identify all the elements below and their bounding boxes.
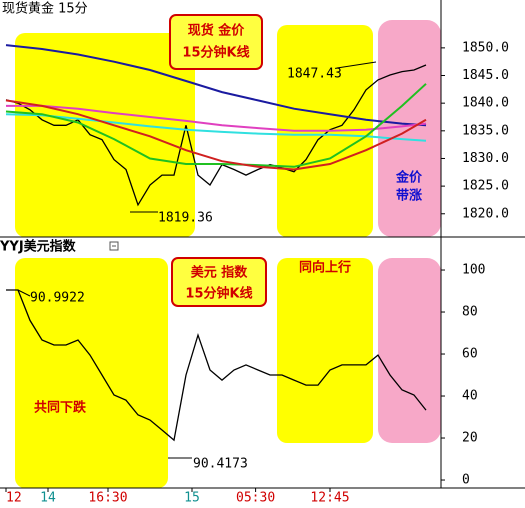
y-tick-label: 60 (462, 347, 478, 362)
series-line (5, 64, 427, 207)
panel-title: YYJ美元指数 (0, 239, 77, 255)
y-tick-label: 1840.0 (462, 96, 509, 111)
y-tick-label: 80 (462, 305, 478, 320)
highlight-region (378, 258, 441, 443)
highlight-region (277, 258, 373, 443)
callout-line (17, 289, 31, 297)
series-line (5, 83, 427, 168)
y-tick-label: 1830.0 (462, 151, 509, 166)
y-tick-label: 20 (462, 431, 478, 446)
collapse-icon[interactable] (109, 241, 119, 251)
annotation: 美元 指数 (191, 265, 249, 281)
series-line (6, 289, 427, 442)
annotation: 同向上行 (299, 260, 351, 276)
annotation: 90.9922 (30, 291, 85, 306)
highlight-region (15, 258, 168, 488)
y-tick-label: 40 (462, 389, 478, 404)
x-tick-label: 16:30 (88, 491, 127, 506)
annotation: 共同下跌 (34, 400, 87, 416)
series-line (6, 104, 427, 132)
x-tick-label: 14 (40, 491, 56, 506)
y-tick-label: 1835.0 (462, 123, 509, 138)
label-box (171, 257, 267, 307)
series-line (5, 99, 427, 171)
annotation: 1819.36 (158, 211, 213, 226)
callout-line (336, 61, 377, 69)
y-tick-label: 1845.0 (462, 68, 509, 83)
x-tick-label: 12:45 (310, 491, 349, 506)
annotation: 现货 金价 (188, 23, 246, 39)
chart-title: 现货黄金 15分 (2, 1, 88, 17)
x-tick-label: 12 (6, 491, 22, 506)
annotation: 90.4173 (193, 457, 248, 472)
plot-area (5, 44, 427, 442)
y-tick-label: 1825.0 (462, 179, 509, 194)
label-box (169, 14, 263, 70)
y-tick-label: 1850.0 (462, 40, 509, 55)
annotation: 15分钟K线 (182, 45, 249, 61)
annotation: 15分钟K线 (185, 286, 252, 302)
series-line (5, 44, 427, 127)
y-tick-label: 0 (462, 473, 470, 488)
y-tick-label: 1820.0 (462, 206, 509, 221)
y-tick-label: 100 (462, 263, 485, 278)
annotation: 带涨 (396, 188, 422, 204)
annotation: 1847.43 (287, 67, 342, 82)
x-tick-label: 05:30 (236, 491, 275, 506)
annotation: 金价 (395, 170, 423, 186)
x-tick-label: 15 (184, 491, 200, 506)
